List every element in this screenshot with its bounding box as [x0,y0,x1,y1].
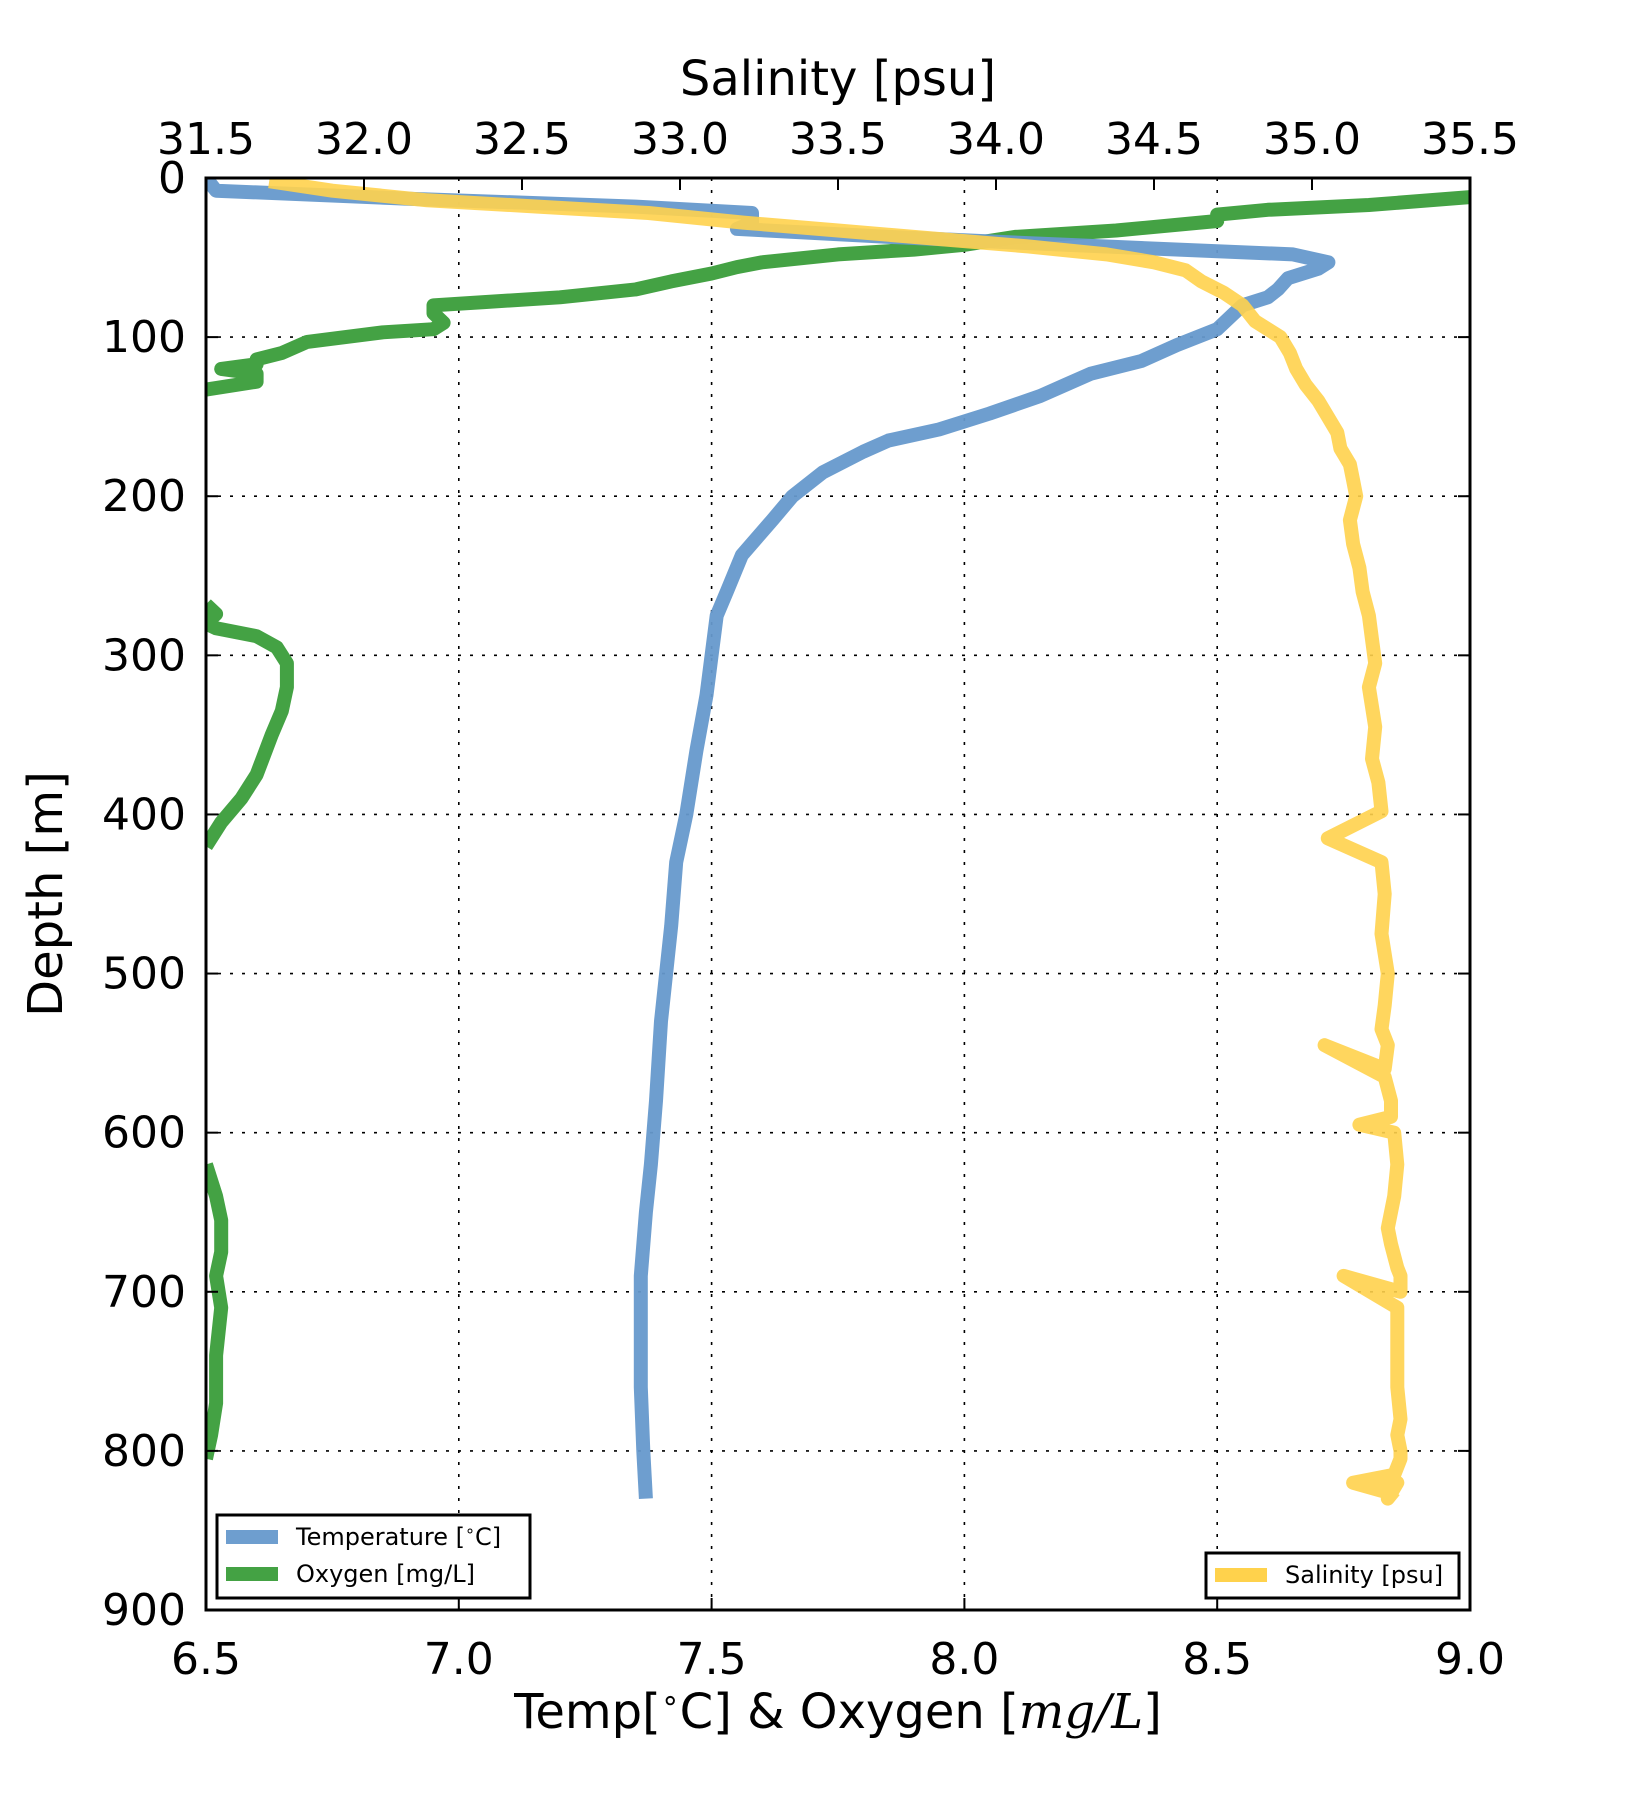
y-axis-tick-labels: 0 100 200 300 400 500 600 700 800 900 [102,153,186,1636]
top-tick-label: 33.0 [631,114,729,165]
bottom-tick-label: 6.5 [171,1634,241,1685]
legend-label-oxygen: Oxygen [mg/L] [296,1560,475,1588]
legend-label-salinity: Salinity [psu] [1285,1561,1443,1589]
top-tick-label: 32.5 [473,114,571,165]
top-tick-label: 31.5 [157,114,255,165]
top-tick-label: 32.0 [315,114,413,165]
y-tick-label: 600 [102,1108,186,1159]
legend-right: Salinity [psu] [1204,1551,1461,1600]
bottom-axis-title-unit: mg/L [1019,1684,1143,1740]
tick-marks [205,177,1471,1611]
bottom-axis-title-middle: C] & Oxygen [ [680,1684,1019,1740]
y-tick-label: 900 [102,1585,186,1636]
legend-temperature-degree: ∘ [465,1521,475,1540]
top-tick-label: 34.5 [1105,114,1203,165]
legend-left-frame [215,1513,532,1600]
oxygen-line [206,1162,229,1461]
bottom-axis-title-prefix: Temp[ [513,1684,661,1740]
bottom-tick-label: 8.0 [929,1634,999,1685]
y-tick-label: 400 [102,789,186,840]
bottom-tick-label: 9.0 [1435,1634,1505,1685]
top-tick-label: 35.5 [1421,114,1519,165]
y-tick-label: 300 [102,630,186,681]
top-tick-label: 35.0 [1263,114,1361,165]
bottom-tick-label: 7.5 [677,1634,747,1685]
y-tick-label: 700 [102,1267,186,1318]
bottom-axis-degree-symbol: ∘ [661,1683,680,1718]
bottom-tick-label: 8.5 [1182,1634,1252,1685]
legend-label-temperature: Temperature [∘C] [295,1521,501,1551]
bottom-axis-title: Temp[∘C] & Oxygen [mg/L] [513,1683,1162,1740]
bottom-tick-label: 7.0 [424,1634,494,1685]
top-axis-title: Salinity [psu] [680,51,996,107]
y-tick-label: 200 [102,471,186,522]
series-lines [206,178,1470,1506]
legend-temperature-prefix: Temperature [ [295,1523,465,1551]
salinity-line [268,178,1408,1506]
top-tick-label: 33.5 [789,114,887,165]
y-tick-label: 500 [102,949,186,1000]
legend-temperature-suffix: C] [475,1523,501,1551]
y-tick-label: 800 [102,1426,186,1477]
top-tick-label: 34.0 [947,114,1045,165]
bottom-axis-tick-labels: 6.5 7.0 7.5 8.0 8.5 9.0 [171,1634,1505,1685]
oxygen-line [206,599,294,851]
bottom-axis-title-suffix: ] [1143,1684,1162,1740]
top-axis-tick-labels: 31.5 32.0 32.5 33.0 33.5 34.0 34.5 35.0 35.5 [157,114,1519,165]
y-tick-label: 0 [158,153,186,204]
legend-left: Temperature [∘C] Oxygen [mg/L] [215,1513,532,1600]
y-axis-title: Depth [m] [18,771,74,1017]
oxygen-line [206,190,1470,397]
y-tick-label: 100 [102,312,186,363]
